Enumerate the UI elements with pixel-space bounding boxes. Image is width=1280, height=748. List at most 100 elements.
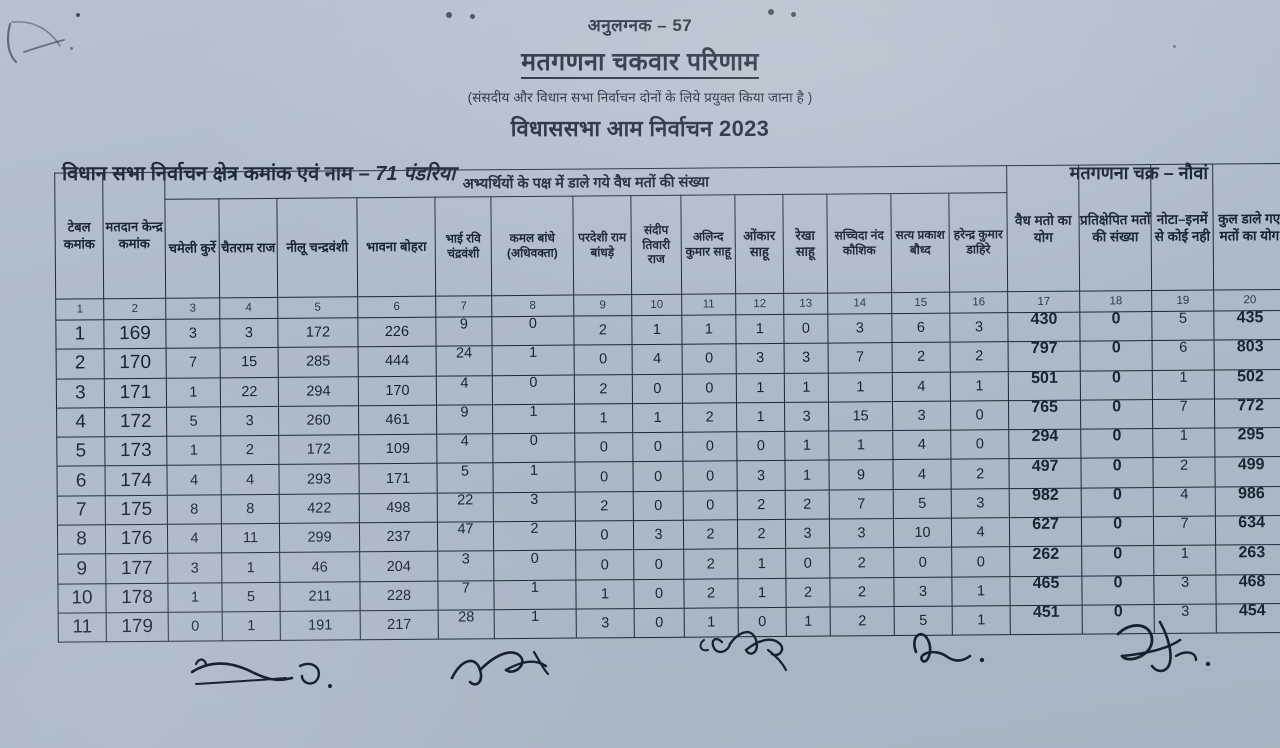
cell-candidate-1: 3 xyxy=(167,553,222,583)
cell-candidate-12: 3 xyxy=(827,313,893,344)
cell-candidate-2: 3 xyxy=(220,406,279,437)
cell-candidate-13: 0 xyxy=(893,547,952,578)
cell-candidate-5: 9 xyxy=(436,404,493,435)
cell-candidate-13: 4 xyxy=(892,459,952,490)
cell-nota: 3 xyxy=(1154,575,1217,605)
colnum-17: 17 xyxy=(1007,291,1080,313)
cell-nota: 1 xyxy=(1152,428,1216,459)
cell-valid-total: 465 xyxy=(1010,575,1083,606)
cell-candidate-7: 0 xyxy=(575,549,634,580)
cell-candidate-5: 4 xyxy=(436,434,493,464)
cell-candidate-3: 191 xyxy=(280,610,361,641)
cell-candidate-7: 0 xyxy=(574,432,633,463)
header-candidate-10: ओंकार साहू xyxy=(734,194,784,294)
cell-candidate-7: 0 xyxy=(574,462,634,492)
cell-candidate-4: 170 xyxy=(358,375,437,406)
cell-candidate-11: 0 xyxy=(785,548,830,579)
cell-valid-total: 982 xyxy=(1009,487,1082,518)
cell-candidate-1: 1 xyxy=(166,436,221,466)
cell-candidate-12: 2 xyxy=(829,547,894,578)
cell-valid-total: 451 xyxy=(1010,604,1083,635)
cell-candidate-10: 1 xyxy=(735,314,785,345)
cell-rejected: 0 xyxy=(1081,545,1155,576)
election-title: विधाससभा आम निर्वाचन 2023 xyxy=(510,116,770,141)
colnum-6: 6 xyxy=(357,296,436,318)
cell-candidate-3: 260 xyxy=(278,405,359,436)
colnum-5: 5 xyxy=(277,296,358,319)
cell-rejected: 0 xyxy=(1081,515,1154,547)
cell-candidate-10: 3 xyxy=(736,343,785,374)
cell-candidate-10: 2 xyxy=(737,519,786,550)
cell-candidate-3: 285 xyxy=(278,347,359,377)
cell-candidate-13: 4 xyxy=(892,371,951,402)
scan-speck xyxy=(76,13,80,17)
cell-candidate-11: 1 xyxy=(784,431,829,461)
cell-candidate-11: 1 xyxy=(784,460,830,491)
cell-nota: 7 xyxy=(1152,399,1215,429)
cell-grand-total: 468 xyxy=(1216,573,1280,604)
cell-candidate-14: 2 xyxy=(950,459,1010,489)
header-candidate-13: सत्य प्रकाश बौध्द xyxy=(890,193,950,293)
cell-candidate-10: 0 xyxy=(738,607,787,638)
cell-candidate-8: 0 xyxy=(633,490,684,521)
cell-candidate-13: 5 xyxy=(894,606,953,636)
cell-candidate-9: 2 xyxy=(683,519,738,550)
cell-candidate-2: 22 xyxy=(220,376,279,407)
cell-candidate-1: 5 xyxy=(166,406,221,437)
colnum-12: 12 xyxy=(735,293,784,315)
scan-speck xyxy=(470,14,475,19)
cell-valid-total: 430 xyxy=(1007,311,1081,342)
cell-grand-total: 435 xyxy=(1213,309,1280,341)
cell-candidate-8: 0 xyxy=(633,578,685,609)
cell-station-no: 177 xyxy=(105,553,168,584)
cell-valid-total: 497 xyxy=(1009,457,1082,489)
cell-rejected: 0 xyxy=(1082,603,1155,635)
cell-candidate-13: 2 xyxy=(892,342,951,373)
cell-station-no: 176 xyxy=(105,524,168,555)
cell-candidate-13: 6 xyxy=(891,313,951,343)
cell-candidate-9: 0 xyxy=(682,431,737,462)
cell-candidate-4: 204 xyxy=(359,551,438,582)
cell-grand-total: 263 xyxy=(1215,544,1280,575)
cell-nota: 4 xyxy=(1153,487,1216,517)
cell-candidate-10: 3 xyxy=(736,460,786,491)
header-rejected: प्रतिक्षेपित मतों की संख्या xyxy=(1078,164,1152,292)
cell-candidate-9: 0 xyxy=(682,461,738,491)
colnum-18: 18 xyxy=(1079,290,1152,313)
cell-candidate-14: 0 xyxy=(950,400,1009,431)
cell-candidate-12: 1 xyxy=(828,430,893,461)
cell-candidate-12: 2 xyxy=(830,606,895,637)
scan-speck xyxy=(768,9,774,15)
cell-grand-total: 634 xyxy=(1215,514,1280,546)
cell-candidate-13: 10 xyxy=(893,518,952,548)
cell-candidate-2: 11 xyxy=(221,523,280,554)
cell-candidate-11: 1 xyxy=(784,372,829,403)
cell-table-no: 4 xyxy=(56,407,105,438)
header-candidate-1: चमेली कुर्रे xyxy=(164,198,220,299)
cell-candidate-12: 3 xyxy=(829,518,894,549)
cell-rejected: 0 xyxy=(1081,457,1154,488)
cell-candidate-5: 28 xyxy=(438,609,495,640)
cell-station-no: 174 xyxy=(104,465,168,496)
signature-3 xyxy=(699,631,788,672)
cell-candidate-2: 1 xyxy=(221,552,280,583)
cell-candidate-9: 0 xyxy=(682,373,737,404)
cell-nota: 3 xyxy=(1154,604,1217,634)
cell-candidate-1: 4 xyxy=(167,523,222,554)
cell-nota: 6 xyxy=(1152,340,1215,371)
cell-candidate-4: 237 xyxy=(359,522,438,553)
cell-candidate-11: 0 xyxy=(783,314,829,344)
cell-valid-total: 501 xyxy=(1008,369,1081,401)
colnum-3: 3 xyxy=(165,297,220,320)
colnum-1: 1 xyxy=(55,298,104,321)
cell-candidate-14: 1 xyxy=(951,576,1011,607)
cell-candidate-6: 2 xyxy=(493,521,576,552)
cell-candidate-2: 15 xyxy=(220,347,279,378)
cell-candidate-6: 3 xyxy=(493,492,576,522)
cell-candidate-6: 0 xyxy=(492,433,575,464)
cell-candidate-9: 2 xyxy=(683,549,738,579)
cell-candidate-2: 3 xyxy=(219,318,279,349)
cell-table-no: 10 xyxy=(57,583,107,614)
colnum-4: 4 xyxy=(219,297,278,319)
header-candidate-2: चैतराम राज xyxy=(218,198,278,298)
